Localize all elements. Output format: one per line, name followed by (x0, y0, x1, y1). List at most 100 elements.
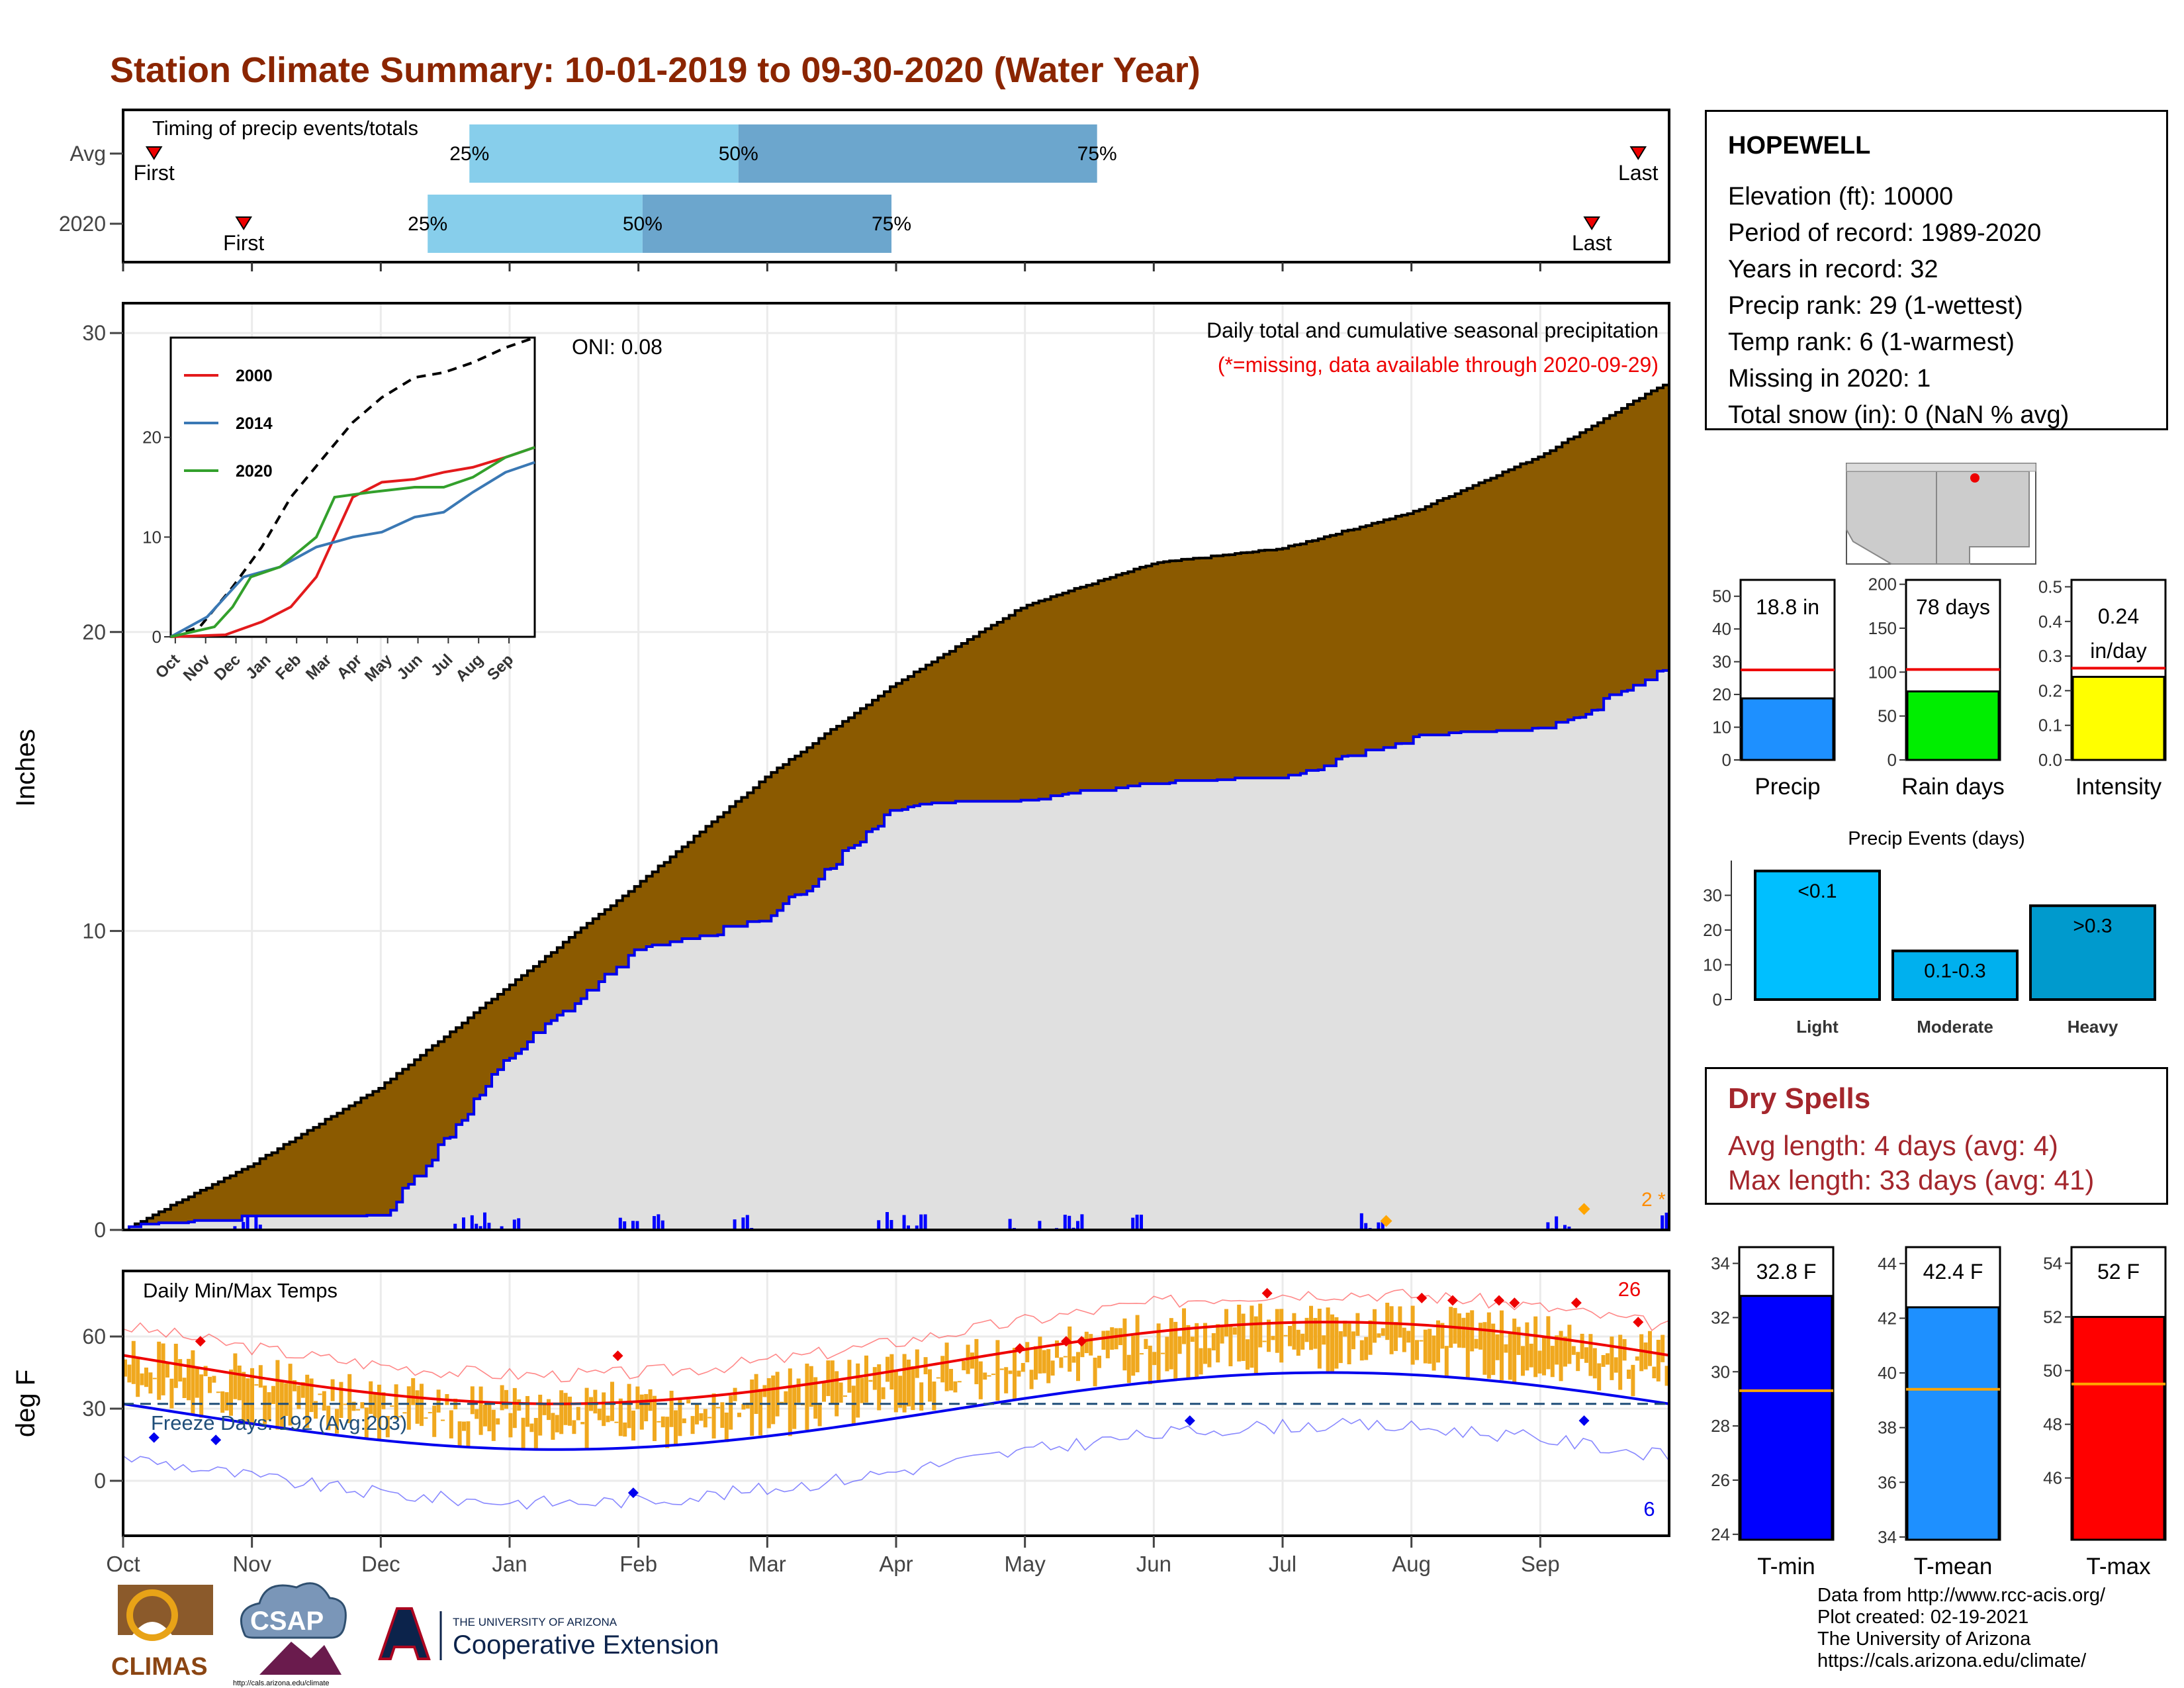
record-high-marker-icon (1494, 1295, 1505, 1306)
daily-temp-range-bar (512, 1387, 517, 1429)
daily-temp-range-bar (1279, 1309, 1284, 1363)
daily-temp-range-bar (246, 1378, 250, 1425)
daily-precip-bar (618, 1217, 622, 1230)
daily-temp-range-bar (839, 1382, 843, 1403)
daily-temp-range-bar (919, 1382, 924, 1411)
daily-precip-bar (1381, 1220, 1385, 1230)
daily-temp-range-bar (144, 1367, 148, 1387)
daily-temp-range-bar (886, 1356, 889, 1382)
daily-temp-range-bar (559, 1390, 564, 1434)
precip-ytick-label: 20 (82, 620, 106, 644)
dry-spells-avg: Avg length: 4 days (avg: 4) (1728, 1130, 2058, 1161)
precip-events-chart: Precip Events (days) 0 10 20 30 <0.1 Light 0.1-… (1703, 828, 2156, 1037)
ua-block-a-icon (378, 1607, 431, 1660)
daily-temp-range-bar (1050, 1360, 1055, 1376)
daily-temp-range-bar (1432, 1335, 1436, 1371)
precip-small-bar (2071, 675, 2165, 761)
daily-temp-range-bar (1173, 1321, 1178, 1381)
csap-mountain-icon (259, 1642, 341, 1675)
daily-temp-range-bar (1343, 1321, 1347, 1337)
daily-precip-bar (1063, 1215, 1067, 1230)
daily-temp-range-bar (1237, 1304, 1242, 1362)
precip-ytick-label: 0 (94, 1218, 106, 1242)
daily-temp-range-bar (1571, 1346, 1576, 1355)
month-tick-label: Apr (879, 1552, 913, 1576)
daily-temp-range-bar (1661, 1335, 1665, 1362)
daily-temp-range-bar (1479, 1323, 1482, 1350)
daily-temp-range-bar (872, 1367, 877, 1390)
daily-temp-range-bar (1533, 1316, 1538, 1378)
daily-temp-range-bar (962, 1360, 966, 1371)
daily-temp-range-bar (1584, 1347, 1588, 1363)
daily-temp-range-bar (1224, 1309, 1228, 1336)
daily-precip-bar (1364, 1223, 1368, 1230)
daily-temp-range-bar (1486, 1312, 1491, 1379)
daily-temp-range-bar (1038, 1336, 1042, 1374)
daily-temp-range-bar (597, 1409, 602, 1421)
precip-small-tick-label: 150 (1868, 618, 1897, 638)
daily-precip-bar (1555, 1216, 1559, 1230)
daily-temp-range-bar (665, 1417, 670, 1448)
temp-ytick-label: 60 (82, 1325, 106, 1348)
timing-pct-label: 50% (719, 143, 758, 165)
daily-temp-range-bar (1491, 1323, 1496, 1376)
events-category-label: Light (1796, 1017, 1839, 1037)
daily-temp-range-bar (1228, 1325, 1233, 1366)
daily-temp-range-bar (1267, 1319, 1271, 1352)
timing-label: Timing of precip events/totals (152, 117, 418, 140)
daily-precip-bar (877, 1220, 881, 1230)
temp-small-tick-label: 26 (1711, 1470, 1730, 1490)
daily-temp-range-bar (1211, 1333, 1216, 1350)
timing-bar-50-75 (642, 195, 891, 253)
daily-temp-range-bar (1338, 1331, 1343, 1364)
daily-temp-range-bar (373, 1391, 377, 1418)
daily-temp-range-bar (1656, 1339, 1661, 1382)
record-high-marker-icon (1509, 1297, 1520, 1309)
daily-temp-range-bar (983, 1372, 987, 1380)
daily-temp-range-bar (1537, 1350, 1542, 1374)
daily-temp-range-bar (1076, 1352, 1080, 1382)
daily-temp-range-bar (1148, 1345, 1152, 1385)
daily-precip-bar (1546, 1222, 1550, 1230)
station-info-box: HOPEWELL Elevation (ft): 10000 Period of… (1705, 110, 2168, 430)
precip-frame (122, 302, 1670, 1231)
daily-temp-range-bar (1195, 1323, 1199, 1378)
daily-temp-range-bar (987, 1375, 991, 1377)
precip-ytick-label: 10 (82, 919, 106, 943)
temp-small-label: T-max (2086, 1554, 2151, 1579)
daily-precip-bar (1140, 1214, 1143, 1230)
daily-temp-range-bar (1322, 1335, 1326, 1345)
temp-small-tick-label: 30 (1711, 1362, 1730, 1382)
daily-temp-range-bar (1614, 1357, 1618, 1373)
daily-temp-range-bar (932, 1382, 936, 1411)
temp-small-tick-label: 50 (2043, 1361, 2062, 1381)
month-tick-label: Jun (1136, 1552, 1171, 1576)
daily-temp-range-bar (750, 1379, 754, 1436)
events-bar-label: <0.1 (1797, 880, 1837, 902)
daily-precip-bar (1563, 1225, 1567, 1230)
daily-temp-range-bar (1110, 1327, 1115, 1350)
station-location-dot (1970, 473, 1979, 483)
climas-sun-icon (126, 1589, 178, 1641)
precip-small-value: 78 days (1916, 595, 1990, 619)
daily-temp-range-bar (347, 1374, 352, 1423)
inset-average-line (170, 336, 535, 638)
daily-temp-range-bar (928, 1369, 932, 1402)
daily-temp-range-bar (326, 1405, 331, 1430)
daily-temp-range-bar (339, 1382, 343, 1419)
daily-temp-range-bar (1309, 1305, 1313, 1350)
daily-temp-range-bar (424, 1417, 428, 1419)
missing-note: (*=missing, data available through 2020-… (1218, 353, 1659, 377)
daily-temp-range-bar (1097, 1356, 1101, 1368)
daily-temp-range-bar (796, 1378, 801, 1403)
daily-temp-range-bar (420, 1383, 424, 1427)
events-bar (1891, 949, 2019, 1001)
daily-temp-range-bar (741, 1403, 746, 1410)
daily-precip-bar (487, 1223, 491, 1230)
daily-temp-range-bar (1084, 1331, 1089, 1354)
daily-temp-range-bar (1326, 1307, 1330, 1373)
daily-temp-range-bar (466, 1421, 471, 1449)
daily-temp-range-bar (1567, 1325, 1572, 1364)
daily-temp-range-bar (533, 1418, 538, 1450)
daily-temp-range-bar (1258, 1303, 1263, 1348)
